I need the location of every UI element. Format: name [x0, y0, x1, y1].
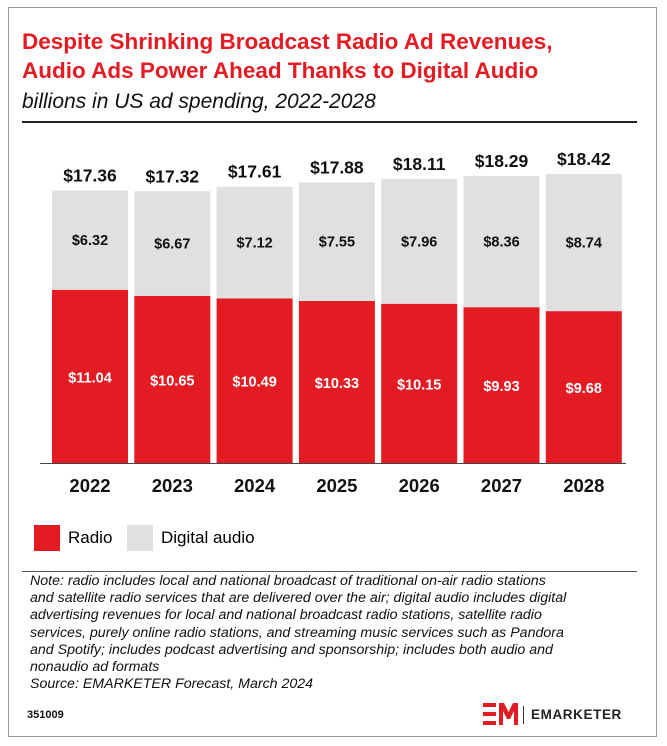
- chart-title: Despite Shrinking Broadcast Radio Ad Rev…: [22, 27, 642, 85]
- total-label-2026: $18.11: [393, 154, 446, 174]
- bar-digital-audio-2023: [134, 191, 211, 296]
- bar-digital-audio-2027: [463, 176, 540, 308]
- data-label-radio-2027: $9.93: [483, 379, 519, 395]
- note-line-4: services, purely online radio stations, …: [30, 624, 564, 641]
- note-line-5: and Spotify; includes podcast advertisin…: [30, 641, 553, 658]
- data-label-radio-2028: $9.68: [566, 381, 602, 397]
- total-label-2023: $17.32: [146, 166, 200, 186]
- title-line-2: Audio Ads Power Ahead Thanks to Digital …: [22, 58, 539, 83]
- x-tick-label-2028: 2028: [563, 475, 604, 496]
- note-line-3: advertising revenues for local and natio…: [30, 607, 542, 624]
- title-divider: [22, 121, 637, 123]
- data-label-digital-audio-2025: $7.55: [319, 235, 355, 251]
- total-label-2022: $17.36: [63, 166, 117, 186]
- x-tick-label-2027: 2027: [481, 475, 522, 496]
- bar-digital-audio-2024: [216, 186, 293, 299]
- legend-label-radio: Radio: [68, 528, 113, 547]
- bar-radio-2024: [216, 298, 293, 463]
- chart-id: 351009: [27, 709, 64, 721]
- bar-digital-audio-2028: [545, 174, 622, 312]
- data-label-radio-2022: $11.04: [68, 370, 112, 386]
- bar-radio-2028: [545, 311, 622, 463]
- note-divider: [22, 571, 637, 572]
- x-tick-label-2026: 2026: [399, 475, 440, 496]
- legend-label-digital-audio: Digital audio: [161, 528, 255, 547]
- bar-radio-2025: [298, 300, 375, 463]
- bar-digital-audio-2022: [52, 190, 128, 290]
- brand-separator: [523, 706, 524, 724]
- bar-radio-2022: [52, 289, 128, 463]
- data-label-radio-2023: $10.65: [150, 373, 194, 389]
- chart-source: Source: EMARKETER Forecast, March 2024: [30, 676, 314, 693]
- chart-note: Note: radio includes local and national …: [30, 573, 635, 693]
- x-tick-label-2022: 2022: [69, 475, 110, 496]
- total-label-2027: $18.29: [475, 151, 529, 171]
- x-tick-label-2023: 2023: [152, 475, 193, 496]
- brand-logo: EMARKETER: [483, 703, 639, 725]
- bar-radio-2023: [134, 295, 211, 463]
- note-line-1: Note: radio includes local and national …: [30, 573, 546, 589]
- stacked-bar-chart: $11.04 $6.32 $17.36 2022 $10.65 $6.67 $17.32 20…: [40, 149, 626, 496]
- note-line-6: nonaudio ad formats: [30, 659, 160, 676]
- data-label-digital-audio-2028: $8.74: [566, 236, 602, 252]
- bar-digital-audio-2026: [381, 178, 458, 304]
- data-label-digital-audio-2022: $6.32: [72, 233, 108, 249]
- x-tick-label-2025: 2025: [316, 475, 357, 496]
- data-label-digital-audio-2024: $7.12: [236, 236, 272, 252]
- data-label-radio-2025: $10.33: [315, 376, 359, 392]
- bar-radio-2026: [381, 303, 458, 463]
- legend-swatch-digital-audio: [127, 525, 153, 551]
- data-label-radio-2026: $10.15: [397, 377, 441, 393]
- total-label-2024: $17.61: [228, 162, 282, 182]
- title-line-1: Despite Shrinking Broadcast Radio Ad Rev…: [22, 29, 553, 54]
- data-label-digital-audio-2026: $7.96: [401, 234, 437, 250]
- bar-radio-2027: [463, 307, 540, 463]
- total-label-2028: $18.42: [557, 149, 611, 169]
- total-label-2025: $17.88: [310, 157, 364, 177]
- legend-swatch-radio: [34, 525, 60, 551]
- x-tick-label-2024: 2024: [234, 475, 276, 496]
- note-line-2: and satellite radio services that are de…: [30, 590, 567, 607]
- chart-subtitle: billions in US ad spending, 2022-2028: [22, 90, 376, 113]
- data-label-radio-2024: $10.49: [232, 375, 276, 391]
- bar-digital-audio-2025: [298, 182, 375, 301]
- data-label-digital-audio-2023: $6.67: [154, 237, 190, 253]
- brand-wordmark: EMARKETER: [531, 707, 622, 722]
- data-label-digital-audio-2027: $8.36: [483, 235, 519, 251]
- em-logo-icon: [483, 703, 518, 725]
